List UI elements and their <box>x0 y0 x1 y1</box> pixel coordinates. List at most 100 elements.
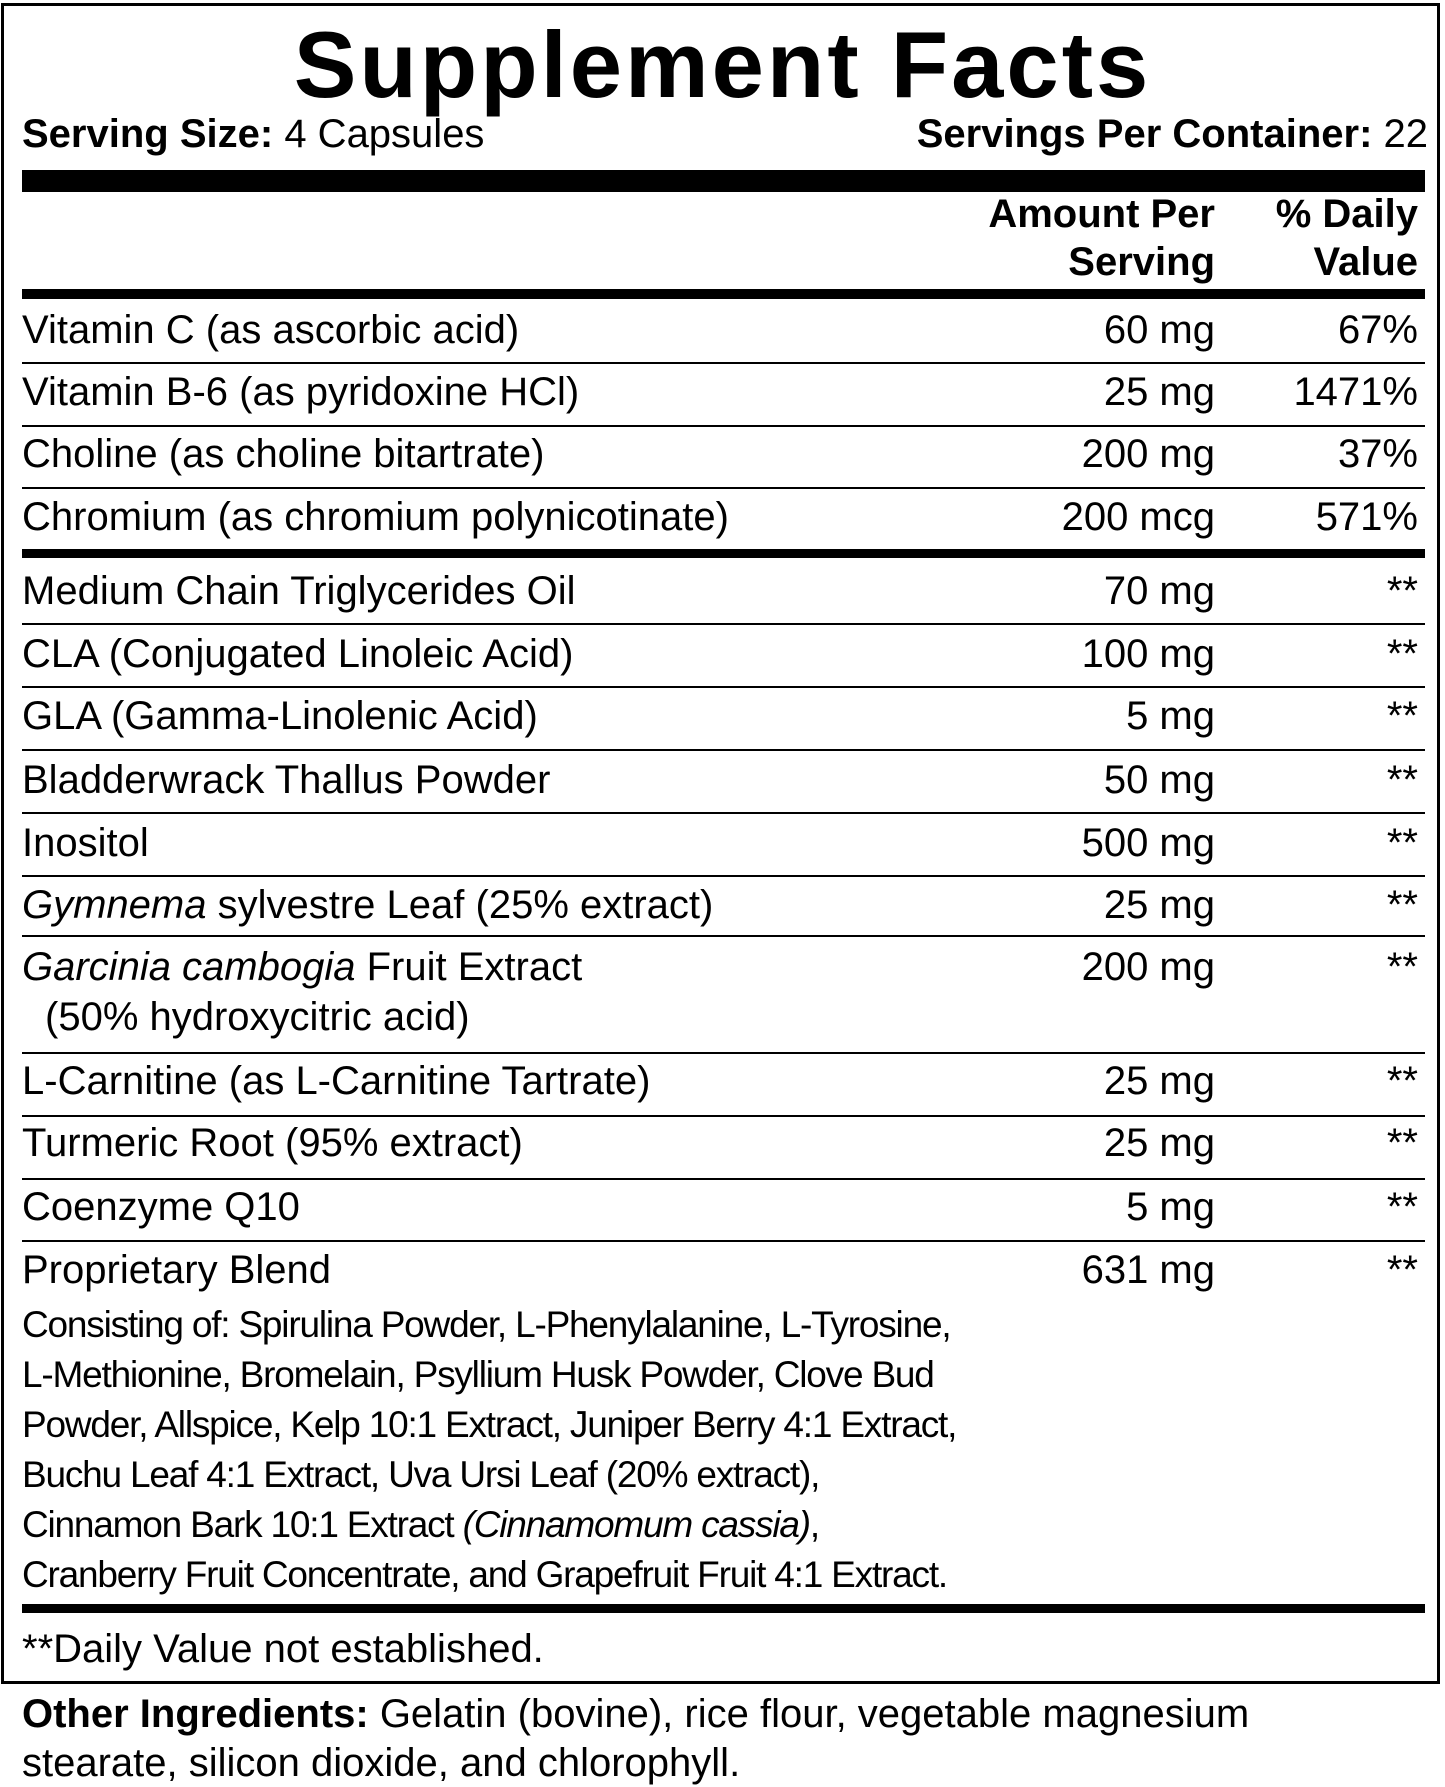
daily-value-header: % Daily Value <box>1276 190 1418 286</box>
row-divider <box>22 425 1425 427</box>
row-divider <box>22 812 1425 814</box>
amount-per-serving: 500 mg <box>1081 821 1215 865</box>
footnote: **Daily Value not established. <box>22 1627 544 1671</box>
amount-per-serving: 25 mg <box>1103 1059 1215 1103</box>
row-divider <box>22 686 1425 688</box>
italic-text: Garcinia cambogia <box>22 945 356 989</box>
blend-ingredients-line: L-Methionine, Bromelain, Psyllium Husk P… <box>22 1350 935 1400</box>
row-divider <box>22 1052 1425 1054</box>
text-segment: Cranberry Fruit Concentrate, and Grapefr… <box>22 1554 948 1595</box>
nutrient-name: Turmeric Root (95% extract) <box>22 1120 523 1166</box>
nutrient-name: Vitamin B-6 (as pyridoxine HCl) <box>22 369 579 415</box>
other-ingredients-text: Gelatin (bovine), rice flour, vegetable … <box>368 1692 1250 1736</box>
daily-value: ** <box>1386 1185 1418 1229</box>
blend-ingredients-line: Consisting of: Spirulina Powder, L-Pheny… <box>22 1300 952 1350</box>
amount-per-serving: 200 mg <box>1081 432 1215 476</box>
daily-value: ** <box>1386 1121 1418 1165</box>
text-segment: L-Methionine, Bromelain, Psyllium Husk P… <box>22 1354 935 1395</box>
text-segment: Choline (as choline bitartrate) <box>22 432 545 476</box>
daily-value: ** <box>1386 945 1418 989</box>
amount-per-serving: 200 mg <box>1081 945 1215 989</box>
nutrient-name: Medium Chain Triglycerides Oil <box>22 568 576 614</box>
row-divider <box>22 935 1425 937</box>
nutrient-name: CLA (Conjugated Linoleic Acid) <box>22 631 573 677</box>
other-ingredients-continued: stearate, silicon dioxide, and chlorophy… <box>22 1741 741 1785</box>
servings-per-container-value: 22 <box>1372 112 1429 156</box>
nutrient-name: Inositol <box>22 820 149 866</box>
daily-value: ** <box>1386 758 1418 802</box>
daily-value: ** <box>1386 694 1418 738</box>
text-segment: Vitamin C (as ascorbic acid) <box>22 308 520 352</box>
serving-size-label: Serving Size: <box>22 112 274 156</box>
daily-value: 1471% <box>1293 370 1418 414</box>
amount-per-serving: 70 mg <box>1103 569 1215 613</box>
row-divider <box>22 1178 1425 1180</box>
text-segment: , <box>809 1504 820 1545</box>
row-divider <box>22 623 1425 625</box>
amount-per-serving: 25 mg <box>1103 883 1215 927</box>
thick-divider <box>22 170 1425 192</box>
footer-divider <box>22 1604 1425 1613</box>
nutrient-name: L-Carnitine (as L-Carnitine Tartrate) <box>22 1058 650 1104</box>
amount-per-serving: 631 mg <box>1081 1248 1215 1292</box>
daily-value: ** <box>1386 1248 1418 1292</box>
blend-ingredients-line: Cranberry Fruit Concentrate, and Grapefr… <box>22 1550 948 1600</box>
nutrient-name: Choline (as choline bitartrate) <box>22 431 544 477</box>
amount-per-serving: 50 mg <box>1103 758 1215 802</box>
text-segment: Inositol <box>22 821 149 865</box>
serving-size: Serving Size: 4 Capsules <box>22 112 484 156</box>
nutrient-name: Vitamin C (as ascorbic acid) <box>22 307 519 353</box>
servings-per-container-label: Servings Per Container: <box>916 112 1373 156</box>
nutrient-name: Garcinia cambogia Fruit Extract <box>22 944 582 990</box>
text-segment: Powder, Allspice, Kelp 10:1 Extract, Jun… <box>22 1404 957 1445</box>
amount-per-serving-header: Amount Per Serving <box>988 190 1215 286</box>
header-divider <box>22 289 1425 299</box>
nutrient-name: Bladderwrack Thallus Powder <box>22 757 550 803</box>
text-segment: Consisting of: Spirulina Powder, L-Pheny… <box>22 1304 952 1345</box>
header-line: % Daily <box>1275 192 1418 236</box>
row-divider <box>22 749 1425 751</box>
amount-per-serving: 25 mg <box>1103 1121 1215 1165</box>
row-divider <box>22 1115 1425 1117</box>
text-segment: Medium Chain Triglycerides Oil <box>22 569 576 613</box>
text-segment: Vitamin B-6 (as pyridoxine HCl) <box>22 370 580 414</box>
blend-ingredients-line: Buchu Leaf 4:1 Extract, Uva Ursi Leaf (2… <box>22 1450 820 1500</box>
nutrient-name: Gymnema sylvestre Leaf (25% extract) <box>22 882 713 928</box>
section-divider <box>22 549 1425 558</box>
text-segment: L-Carnitine (as L-Carnitine Tartrate) <box>22 1059 651 1103</box>
text-segment: Turmeric Root (95% extract) <box>22 1121 523 1165</box>
nutrient-name: Chromium (as chromium polynicotinate) <box>22 494 729 540</box>
other-ingredients: Other Ingredients: Gelatin (bovine), ric… <box>22 1690 1249 1738</box>
amount-per-serving: 200 mcg <box>1061 495 1215 539</box>
text-segment: Chromium (as chromium polynicotinate) <box>22 495 729 539</box>
other-ingredients-label: Other Ingredients: <box>22 1692 369 1736</box>
supplement-facts-panel <box>1 3 1440 1684</box>
row-divider <box>22 362 1425 364</box>
daily-value: 67% <box>1337 308 1418 352</box>
row-divider <box>22 1240 1425 1242</box>
daily-value: ** <box>1386 883 1418 927</box>
daily-value: ** <box>1386 632 1418 676</box>
amount-per-serving: 25 mg <box>1103 370 1215 414</box>
daily-value: 571% <box>1315 495 1418 539</box>
text-segment: Fruit Extract <box>355 945 583 989</box>
text-segment: GLA (Gamma-Linolenic Acid) <box>22 694 538 738</box>
header-line: Serving <box>1068 240 1215 284</box>
servings-per-container: Servings Per Container: 22 <box>917 112 1428 156</box>
nutrient-name: Proprietary Blend <box>22 1247 331 1293</box>
daily-value: ** <box>1386 1059 1418 1103</box>
italic-text: Gymnema <box>22 883 207 927</box>
amount-per-serving: 60 mg <box>1103 308 1215 352</box>
text-segment: sylvestre Leaf (25% extract) <box>206 883 714 927</box>
panel-title: Supplement Facts <box>293 12 1152 117</box>
header-line: Amount Per <box>988 192 1215 236</box>
daily-value: ** <box>1386 821 1418 865</box>
text-segment: Bladderwrack Thallus Powder <box>22 758 551 802</box>
text-segment: Buchu Leaf 4:1 Extract, Uva Ursi Leaf (2… <box>22 1454 820 1495</box>
nutrient-name-continued: (50% hydroxycitric acid) <box>45 995 470 1039</box>
nutrient-name: GLA (Gamma-Linolenic Acid) <box>22 693 538 739</box>
amount-per-serving: 100 mg <box>1081 632 1215 676</box>
blend-ingredients-line: Powder, Allspice, Kelp 10:1 Extract, Jun… <box>22 1400 957 1450</box>
row-divider <box>22 875 1425 877</box>
amount-per-serving: 5 mg <box>1126 1185 1215 1229</box>
